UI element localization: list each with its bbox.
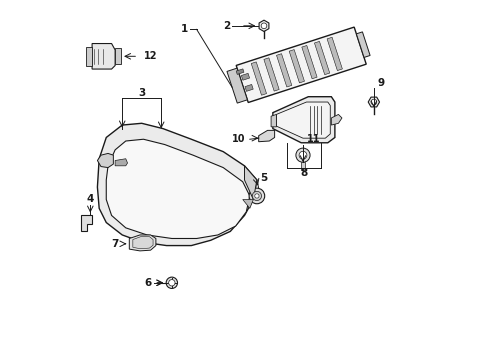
Polygon shape <box>97 123 256 246</box>
Polygon shape <box>115 159 127 166</box>
Text: 3: 3 <box>138 88 145 98</box>
Polygon shape <box>367 97 379 107</box>
Text: 4: 4 <box>86 194 94 204</box>
Polygon shape <box>258 130 274 142</box>
Polygon shape <box>244 85 253 91</box>
Polygon shape <box>129 235 156 251</box>
Circle shape <box>295 148 309 162</box>
Polygon shape <box>331 114 341 125</box>
Polygon shape <box>236 69 244 75</box>
Text: 8: 8 <box>300 168 307 178</box>
Text: 2: 2 <box>223 21 230 31</box>
Text: 9: 9 <box>377 77 384 87</box>
Polygon shape <box>300 162 305 170</box>
Text: 12: 12 <box>143 51 157 61</box>
Polygon shape <box>226 68 247 103</box>
Polygon shape <box>236 27 366 103</box>
Circle shape <box>261 23 266 29</box>
Polygon shape <box>106 139 249 238</box>
Circle shape <box>252 192 261 201</box>
Circle shape <box>370 99 376 105</box>
Polygon shape <box>264 58 279 91</box>
Polygon shape <box>97 153 113 168</box>
Polygon shape <box>115 48 121 64</box>
Polygon shape <box>244 166 256 199</box>
Polygon shape <box>288 50 304 83</box>
Polygon shape <box>133 237 153 249</box>
Polygon shape <box>251 62 266 95</box>
Polygon shape <box>242 199 253 208</box>
Polygon shape <box>259 20 268 31</box>
Circle shape <box>254 194 259 198</box>
Text: 11: 11 <box>306 134 319 144</box>
Polygon shape <box>81 215 92 231</box>
Polygon shape <box>276 54 291 87</box>
Text: 10: 10 <box>231 134 244 144</box>
Polygon shape <box>314 41 329 75</box>
Polygon shape <box>270 114 276 127</box>
Circle shape <box>248 188 264 204</box>
Polygon shape <box>326 37 342 71</box>
Text: 6: 6 <box>144 278 151 288</box>
Circle shape <box>299 151 306 159</box>
Text: 7: 7 <box>111 239 119 249</box>
Text: 1: 1 <box>180 24 187 34</box>
Polygon shape <box>241 73 249 80</box>
Text: 5: 5 <box>260 173 267 183</box>
Polygon shape <box>85 47 92 66</box>
Polygon shape <box>92 44 115 69</box>
Polygon shape <box>356 32 369 58</box>
Polygon shape <box>301 45 316 79</box>
Circle shape <box>166 277 177 288</box>
Polygon shape <box>272 97 334 143</box>
Polygon shape <box>276 102 329 138</box>
Circle shape <box>168 280 175 286</box>
